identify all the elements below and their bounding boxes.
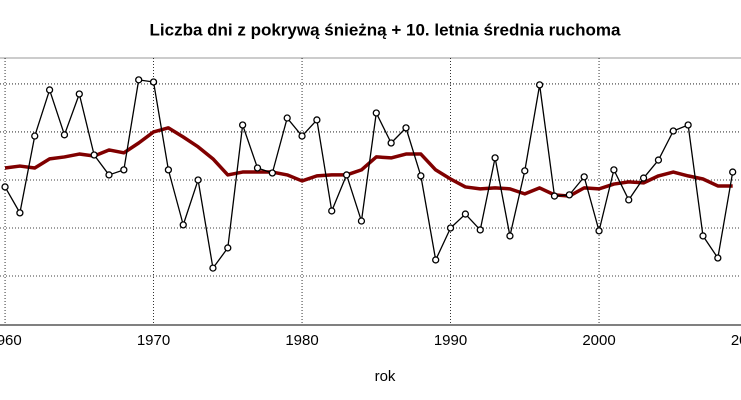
data-point [105, 171, 113, 179]
data-point [402, 124, 410, 132]
data-point [491, 154, 499, 162]
data-point [595, 227, 603, 235]
data-point [313, 116, 321, 124]
data-point [328, 207, 336, 215]
data-point [550, 192, 559, 200]
data-point [298, 132, 306, 140]
data-point [714, 254, 722, 262]
data-point [729, 168, 737, 176]
x-tick-label: 2000 [582, 332, 615, 349]
data-point [521, 167, 529, 175]
data-point [209, 264, 217, 272]
data-point [506, 232, 514, 240]
data-point [625, 196, 633, 204]
data-point [179, 221, 187, 229]
data-point [90, 151, 98, 159]
data-point [610, 166, 618, 174]
data-point [224, 244, 232, 252]
data-point [135, 76, 143, 84]
x-axis-label: rok [375, 368, 396, 385]
data-point [387, 139, 395, 147]
data-point [75, 90, 83, 98]
data-point [446, 224, 455, 232]
data-point [1, 183, 9, 191]
data-point [639, 174, 648, 182]
series-line [4, 79, 734, 269]
data-point [60, 131, 69, 139]
data-point [120, 166, 128, 174]
data-point [357, 217, 366, 225]
x-tick-label: 1970 [137, 332, 170, 349]
data-point [45, 86, 54, 94]
data-point [535, 81, 544, 89]
chart-title: Liczba dni z pokrywą śnieżną + 10. letni… [150, 20, 621, 39]
data-point [372, 109, 380, 117]
data-point [31, 132, 39, 140]
series-line [4, 126, 733, 198]
x-tick-label: 2010 [731, 332, 741, 349]
data-point [16, 209, 24, 217]
x-tick-label: 1960 [0, 332, 22, 349]
data-point [432, 256, 440, 264]
data-point [461, 210, 470, 218]
x-tick-label: 1980 [285, 332, 318, 349]
data-point [684, 121, 692, 129]
data-point [699, 232, 707, 240]
data-point [669, 127, 677, 135]
data-point [417, 172, 425, 180]
x-tick-label: 1990 [434, 332, 467, 349]
data-point [283, 114, 291, 122]
data-point [268, 169, 276, 177]
data-point [149, 78, 158, 86]
data-point [253, 164, 262, 172]
data-point [342, 171, 351, 179]
data-point [194, 176, 202, 184]
data-point [238, 121, 247, 129]
data-point [476, 226, 484, 234]
data-point [580, 173, 588, 181]
data-point [565, 191, 573, 199]
data-point [164, 166, 173, 174]
data-point [654, 156, 663, 164]
